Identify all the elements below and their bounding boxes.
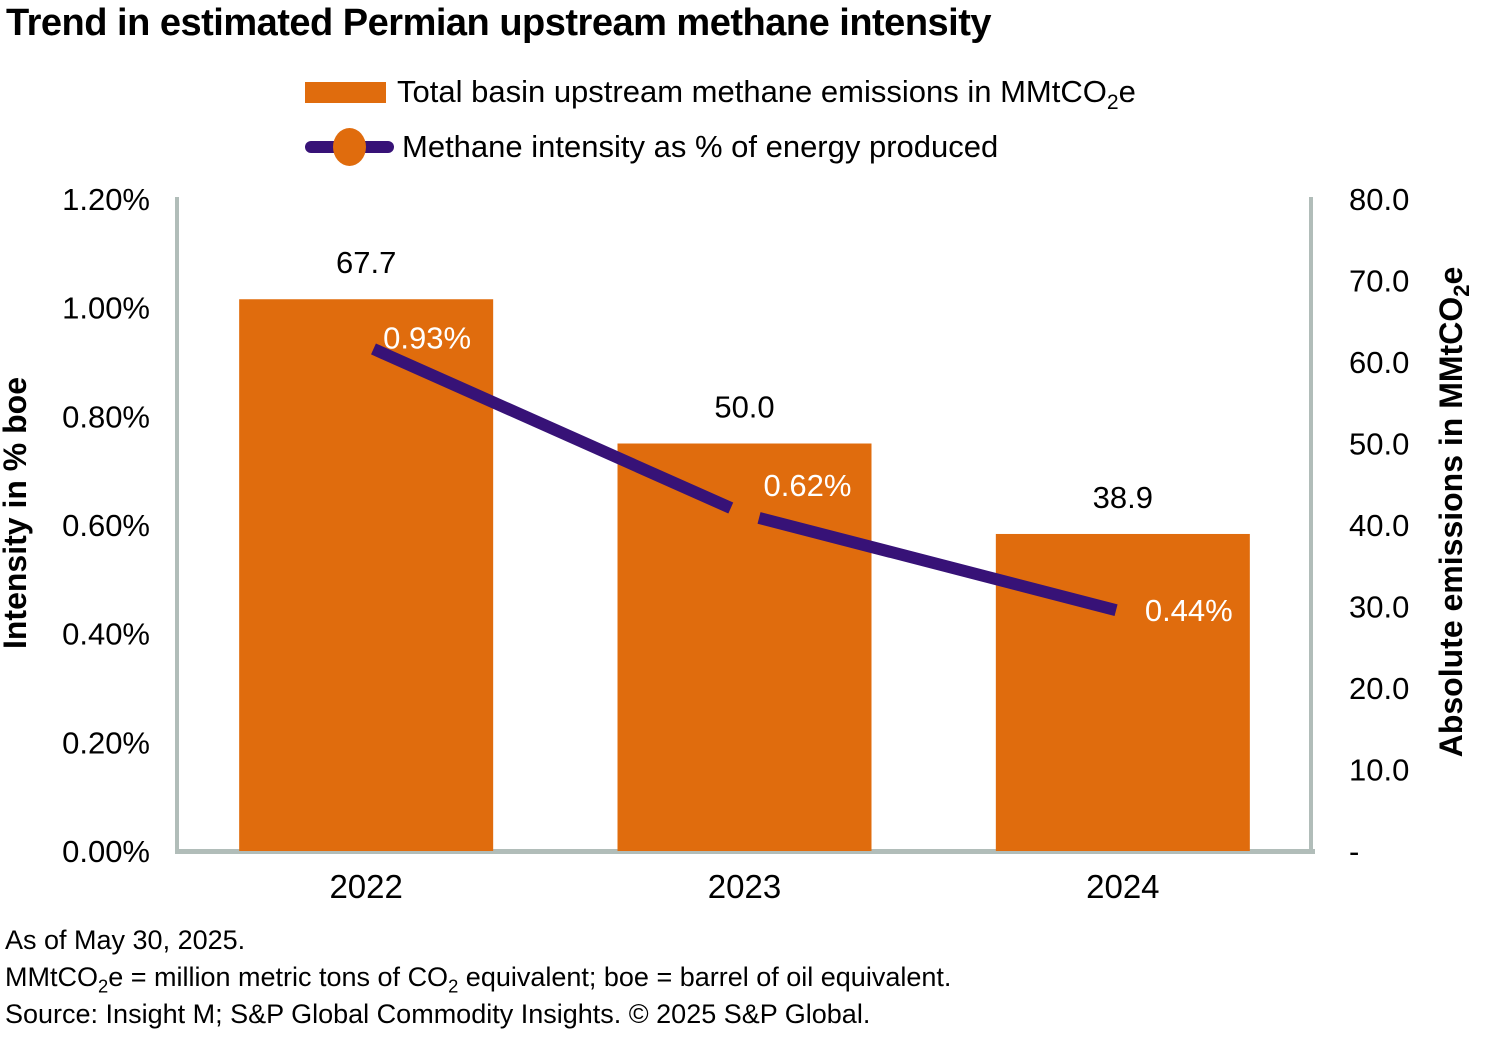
footnote-as-of: As of May 30, 2025.	[5, 925, 246, 955]
line-swatch-marker-icon	[333, 128, 366, 166]
right-axis-tick-label: 80.0	[1349, 182, 1409, 217]
bar-value-label-2022: 67.7	[336, 245, 396, 280]
footnote-definitions: MMtCO2e = million metric tons of CO2 equ…	[5, 962, 952, 997]
line-value-label-2024: 0.44%	[1145, 593, 1233, 628]
left-axis-tick-label: 1.00%	[62, 291, 150, 326]
right-axis-tick-label: -	[1349, 834, 1359, 869]
left-axis-tick-label: 0.00%	[62, 834, 150, 869]
right-axis-tick-label: 50.0	[1349, 427, 1409, 462]
line-series-label: Methane intensity as % of energy produce…	[402, 129, 999, 164]
right-axis-tick-label: 60.0	[1349, 345, 1409, 380]
category-label-2024: 2024	[1086, 868, 1159, 905]
bar-2022	[239, 299, 494, 851]
bar-2024	[995, 533, 1250, 851]
footnote-source: Source: Insight M; S&P Global Commodity …	[5, 999, 871, 1029]
right-axis-tick-label: 70.0	[1349, 264, 1409, 299]
left-axis-tick-label: 0.20%	[62, 725, 150, 760]
right-axis-tick-label: 10.0	[1349, 753, 1409, 788]
category-label-2022: 2022	[329, 868, 402, 905]
left-axis-tick-label: 0.80%	[62, 399, 150, 434]
bar-series-swatch-icon	[305, 81, 386, 103]
right-axis-tick-label: 30.0	[1349, 590, 1409, 625]
category-label-2023: 2023	[708, 868, 781, 905]
bar-value-label-2024: 38.9	[1093, 480, 1153, 515]
bar-2023	[617, 443, 872, 851]
right-axis-tick-label: 20.0	[1349, 671, 1409, 706]
intensity-line-segment-1	[371, 343, 734, 514]
footnotes: As of May 30, 2025. MMtCO2e = million me…	[5, 922, 951, 1033]
bar-series-label: Total basin upstream methane emissions i…	[397, 74, 1136, 115]
line-series-swatch-icon	[305, 128, 394, 166]
legend-item-bar-series: Total basin upstream methane emissions i…	[305, 73, 1136, 115]
left-axis-tick-label: 0.40%	[62, 617, 150, 652]
right-axis-title: Absolute emissions in MMtCO2e	[1433, 267, 1474, 758]
line-value-label-2022: 0.93%	[383, 321, 471, 356]
chart-title: Trend in estimated Permian upstream meth…	[6, 2, 992, 44]
intensity-line-segment-2	[757, 512, 1118, 616]
legend-item-line-series: Methane intensity as % of energy produce…	[305, 128, 1136, 166]
bar-value-label-2023: 50.0	[714, 390, 774, 425]
left-axis-title: Intensity in % boe	[0, 377, 33, 649]
line-value-label-2023: 0.62%	[764, 468, 852, 503]
right-axis-tick-label: 40.0	[1349, 508, 1409, 543]
left-axis-tick-label: 0.60%	[62, 508, 150, 543]
legend: Total basin upstream methane emissions i…	[305, 73, 1136, 166]
left-axis-tick-label: 1.20%	[62, 182, 150, 217]
